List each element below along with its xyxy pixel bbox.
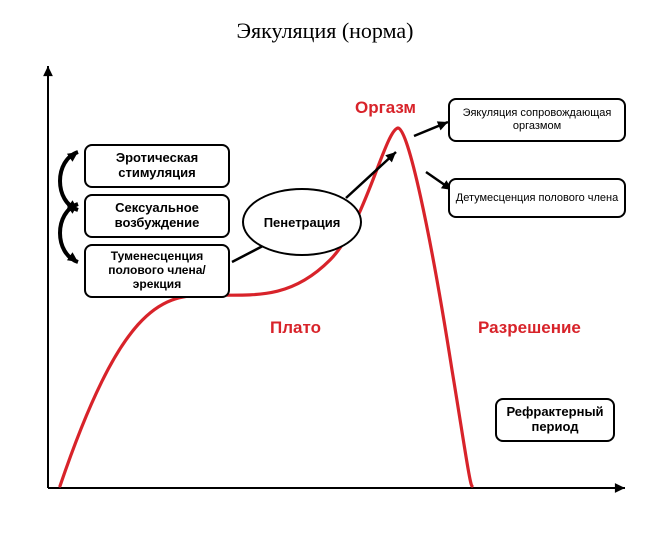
phase-resolution: Разрешение — [478, 318, 581, 338]
phase-plateau: Плато — [270, 318, 321, 338]
ellipse-penetration: Пенетрация — [242, 188, 362, 256]
box-erotic-stimulation: Эротическая стимуляция — [84, 144, 230, 188]
box-refractory: Рефрактерный период — [495, 398, 615, 442]
box-tumescence: Туменесценция полового члена/эрекция — [84, 244, 230, 298]
phase-orgasm: Оргазм — [355, 98, 416, 118]
box-ejaculation: Эякуляция сопровождающая оргазмом — [448, 98, 626, 142]
box-sexual-arousal: Сексуальное возбуждение — [84, 194, 230, 238]
diagram-stage: Эякуляция (норма) Эротическая стимуляция… — [0, 0, 650, 533]
box-detumescence: Детумесценция полового члена — [448, 178, 626, 218]
